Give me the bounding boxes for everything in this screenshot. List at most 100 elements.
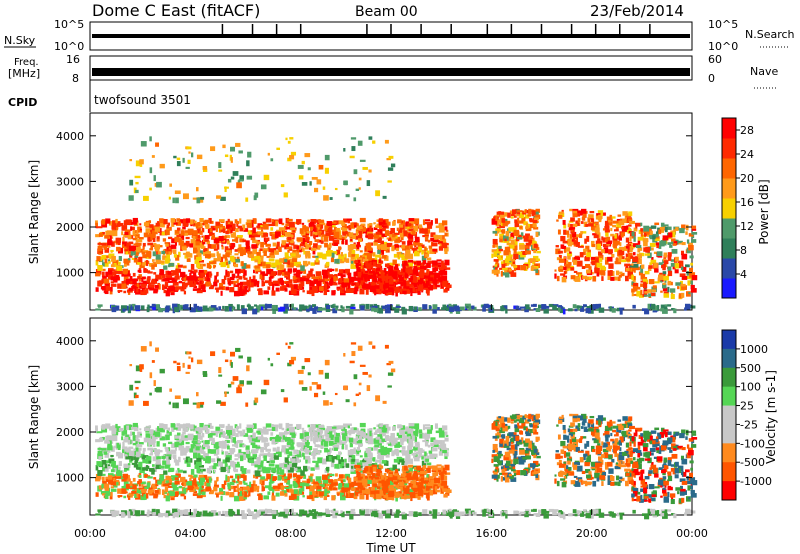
velocity-cell <box>301 452 305 457</box>
power-cell <box>360 265 365 268</box>
power-cell <box>600 212 606 216</box>
power-cell <box>253 280 257 287</box>
power-cell <box>153 290 158 294</box>
velocity-cell <box>117 444 121 451</box>
power-cell <box>315 271 322 277</box>
power-cell <box>122 241 128 248</box>
power-cell <box>377 249 381 254</box>
power-cell <box>115 226 119 231</box>
power-cell <box>667 304 672 307</box>
power-heatmap <box>95 136 698 315</box>
power-cell <box>688 245 694 251</box>
power-cell <box>313 236 316 240</box>
power-cell <box>313 243 318 249</box>
power-cell <box>123 220 127 226</box>
power-cell <box>383 284 387 289</box>
power-cell <box>569 251 572 254</box>
power-cell <box>616 223 622 228</box>
power-cell <box>590 257 596 260</box>
power-cell <box>667 270 673 277</box>
power-cell <box>122 236 125 243</box>
power-cell <box>143 232 149 238</box>
power-cell <box>435 225 440 229</box>
power-cell <box>426 289 430 294</box>
velocity-cell <box>323 441 329 447</box>
power-cell <box>152 236 156 243</box>
power-cell <box>403 270 410 274</box>
velocity-cell <box>215 426 221 433</box>
power-cell <box>670 293 675 300</box>
power-cell <box>388 272 393 276</box>
power-cell <box>570 275 576 280</box>
power-cell <box>191 307 196 313</box>
power-cell <box>309 289 313 295</box>
power-cell <box>156 304 159 308</box>
power-cell <box>235 228 239 233</box>
power-cell <box>511 209 517 215</box>
power-cell <box>218 235 224 242</box>
power-cell <box>313 255 319 258</box>
velocity-cell <box>153 495 158 499</box>
power-cell <box>169 226 172 231</box>
velocity-cell <box>312 490 317 496</box>
velocity-cell <box>214 480 217 485</box>
power-cell <box>276 147 281 150</box>
power-cell <box>412 280 418 283</box>
velocity-cell <box>328 434 335 440</box>
velocity-cell <box>293 449 297 454</box>
power-cell <box>384 304 391 309</box>
power-cell <box>394 236 401 242</box>
power-cell <box>493 251 498 258</box>
power-cell <box>124 263 127 267</box>
velocity-cell <box>388 443 392 446</box>
power-cell <box>609 270 613 276</box>
velocity-cell <box>138 483 141 487</box>
power-cell <box>558 254 562 260</box>
velocity-cell <box>142 447 146 452</box>
velocity-cell <box>252 454 258 460</box>
power-cell <box>556 275 560 282</box>
power-cell <box>107 259 111 262</box>
velocity-cell <box>289 431 296 436</box>
velocity-cell <box>97 447 103 450</box>
power-cell <box>536 250 541 254</box>
power-cell <box>262 304 268 309</box>
power-cell <box>398 272 403 279</box>
velocity-cell <box>95 427 98 432</box>
velocity-cell <box>247 435 253 440</box>
power-cell <box>686 275 692 280</box>
power-cell <box>572 210 578 214</box>
power-cell <box>591 271 594 275</box>
power-cell <box>129 179 134 186</box>
power-cell <box>410 290 413 297</box>
power-cell <box>325 309 331 312</box>
power-cell <box>431 264 437 268</box>
velocity-cell <box>246 424 252 428</box>
power-cell <box>335 227 340 234</box>
velocity-cell <box>345 492 350 498</box>
power-cell <box>183 276 187 282</box>
power-cell <box>240 305 245 310</box>
power-cell <box>585 245 590 251</box>
power-cell <box>429 271 434 277</box>
velocity-cell <box>136 488 141 494</box>
nsky-tick-low-right: 10^0 <box>708 40 738 53</box>
power-cell <box>331 290 336 296</box>
power-cell <box>585 276 592 281</box>
power-cell <box>370 307 376 312</box>
power-cell <box>149 305 154 309</box>
power-cell <box>362 227 366 232</box>
power-cell <box>505 230 510 237</box>
power-cell <box>260 271 266 275</box>
power-cell <box>504 269 507 273</box>
power-cell <box>430 232 436 238</box>
power-cell <box>180 306 184 309</box>
power-cell <box>393 253 398 258</box>
velocity-cell <box>444 437 448 442</box>
velocity-cell <box>350 427 354 433</box>
cpid-value: twofsound 3501 <box>94 93 191 107</box>
velocity-cell <box>250 484 255 489</box>
power-cell <box>643 247 646 252</box>
velocity-cell <box>377 434 382 439</box>
power-cell <box>443 280 449 284</box>
